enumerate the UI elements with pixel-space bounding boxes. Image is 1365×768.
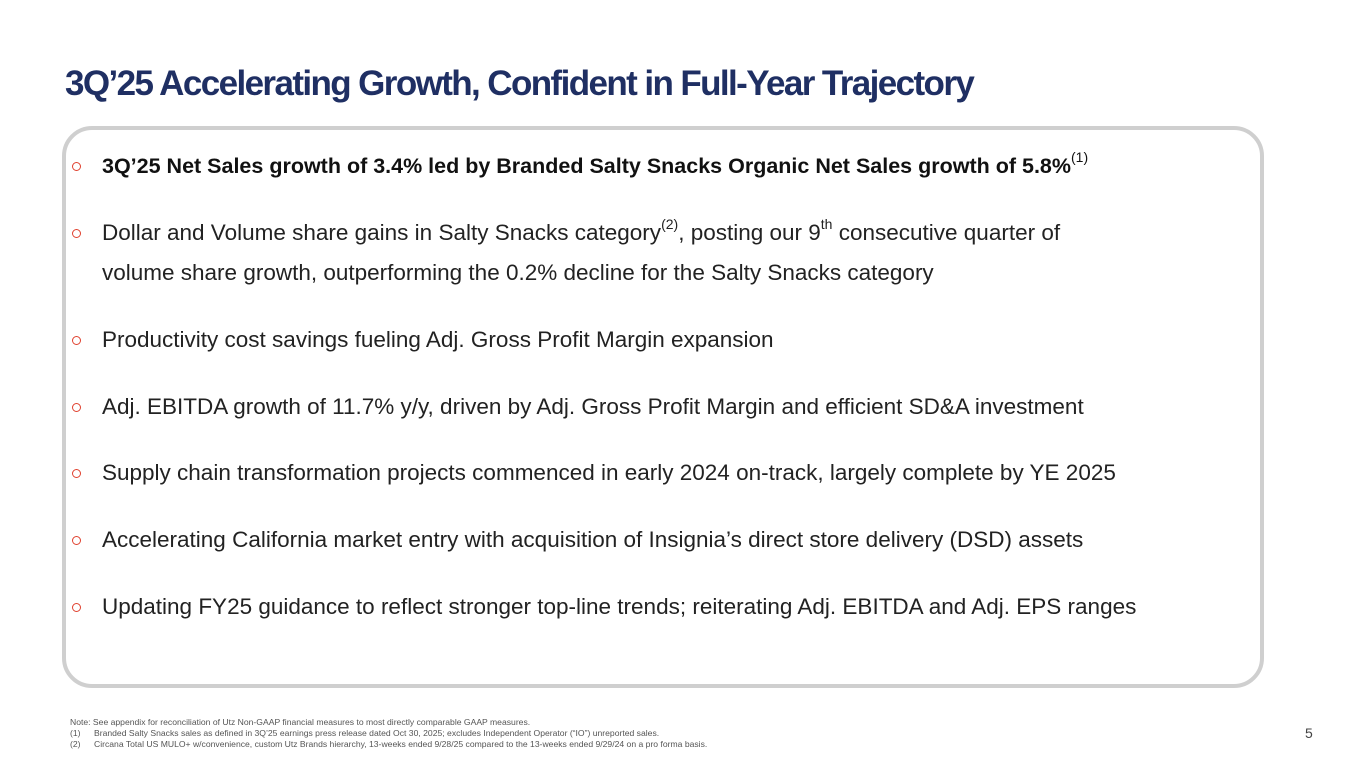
- ordinal-suffix: th: [820, 215, 833, 232]
- bullet-marker-icon: [72, 229, 81, 238]
- bullet-ebitda: Adj. EBITDA growth of 11.7% y/y, driven …: [72, 387, 1272, 427]
- page-title: 3Q’25 Accelerating Growth, Confident in …: [65, 64, 975, 103]
- bullet-marker-icon: [72, 469, 81, 478]
- footnote-ref: (2): [661, 215, 679, 232]
- bullet-guidance: Updating FY25 guidance to reflect strong…: [72, 587, 1272, 627]
- bullet-text: Accelerating California market entry wit…: [102, 527, 1084, 552]
- bullet-text: Adj. EBITDA growth of 11.7% y/y, driven …: [102, 394, 1084, 419]
- bullet-text: consecutive quarter of: [832, 220, 1061, 245]
- bullet-share-gains: Dollar and Volume share gains in Salty S…: [72, 213, 1272, 293]
- bullet-text: Dollar and Volume share gains in Salty S…: [102, 220, 662, 245]
- footnote-number: (2): [70, 739, 81, 749]
- bullet-text: , posting our 9: [678, 220, 821, 245]
- content-card: [62, 126, 1264, 688]
- bullet-text: Productivity cost savings fueling Adj. G…: [102, 327, 774, 352]
- footnote-number: (1): [70, 728, 81, 738]
- bullet-marker-icon: [72, 403, 81, 412]
- bullet-supply-chain: Supply chain transformation projects com…: [72, 453, 1272, 493]
- bullet-productivity: Productivity cost savings fueling Adj. G…: [72, 320, 1272, 360]
- bullet-text: Supply chain transformation projects com…: [102, 460, 1116, 485]
- bullet-marker-icon: [72, 162, 81, 171]
- bullet-marker-icon: [72, 336, 81, 345]
- footnote-item: (1) Branded Salty Snacks sales as defined…: [70, 728, 707, 739]
- bullet-text: Updating FY25 guidance to reflect strong…: [102, 594, 1137, 619]
- footnote-ref: (1): [1071, 148, 1089, 165]
- page-number: 5: [1305, 725, 1313, 741]
- bullet-text: volume share growth, outperforming the 0…: [102, 260, 934, 285]
- footnote-note: Note: See appendix for reconciliation of…: [70, 717, 531, 727]
- bullet-marker-icon: [72, 603, 81, 612]
- bullet-california: Accelerating California market entry wit…: [72, 520, 1272, 560]
- bullet-marker-icon: [72, 536, 81, 545]
- footnotes: Note: See appendix for reconciliation of…: [70, 717, 707, 750]
- bullet-net-sales: 3Q’25 Net Sales growth of 3.4% led by Br…: [72, 146, 1272, 186]
- footnote-item: (2) Circana Total US MULO+ w/convenience,…: [70, 739, 707, 750]
- bullet-text: 3Q’25 Net Sales growth of 3.4% led by Br…: [102, 154, 1071, 178]
- footnote-text: Circana Total US MULO+ w/convenience, cu…: [94, 739, 708, 749]
- footnote-text: Branded Salty Snacks sales as defined in…: [94, 728, 660, 738]
